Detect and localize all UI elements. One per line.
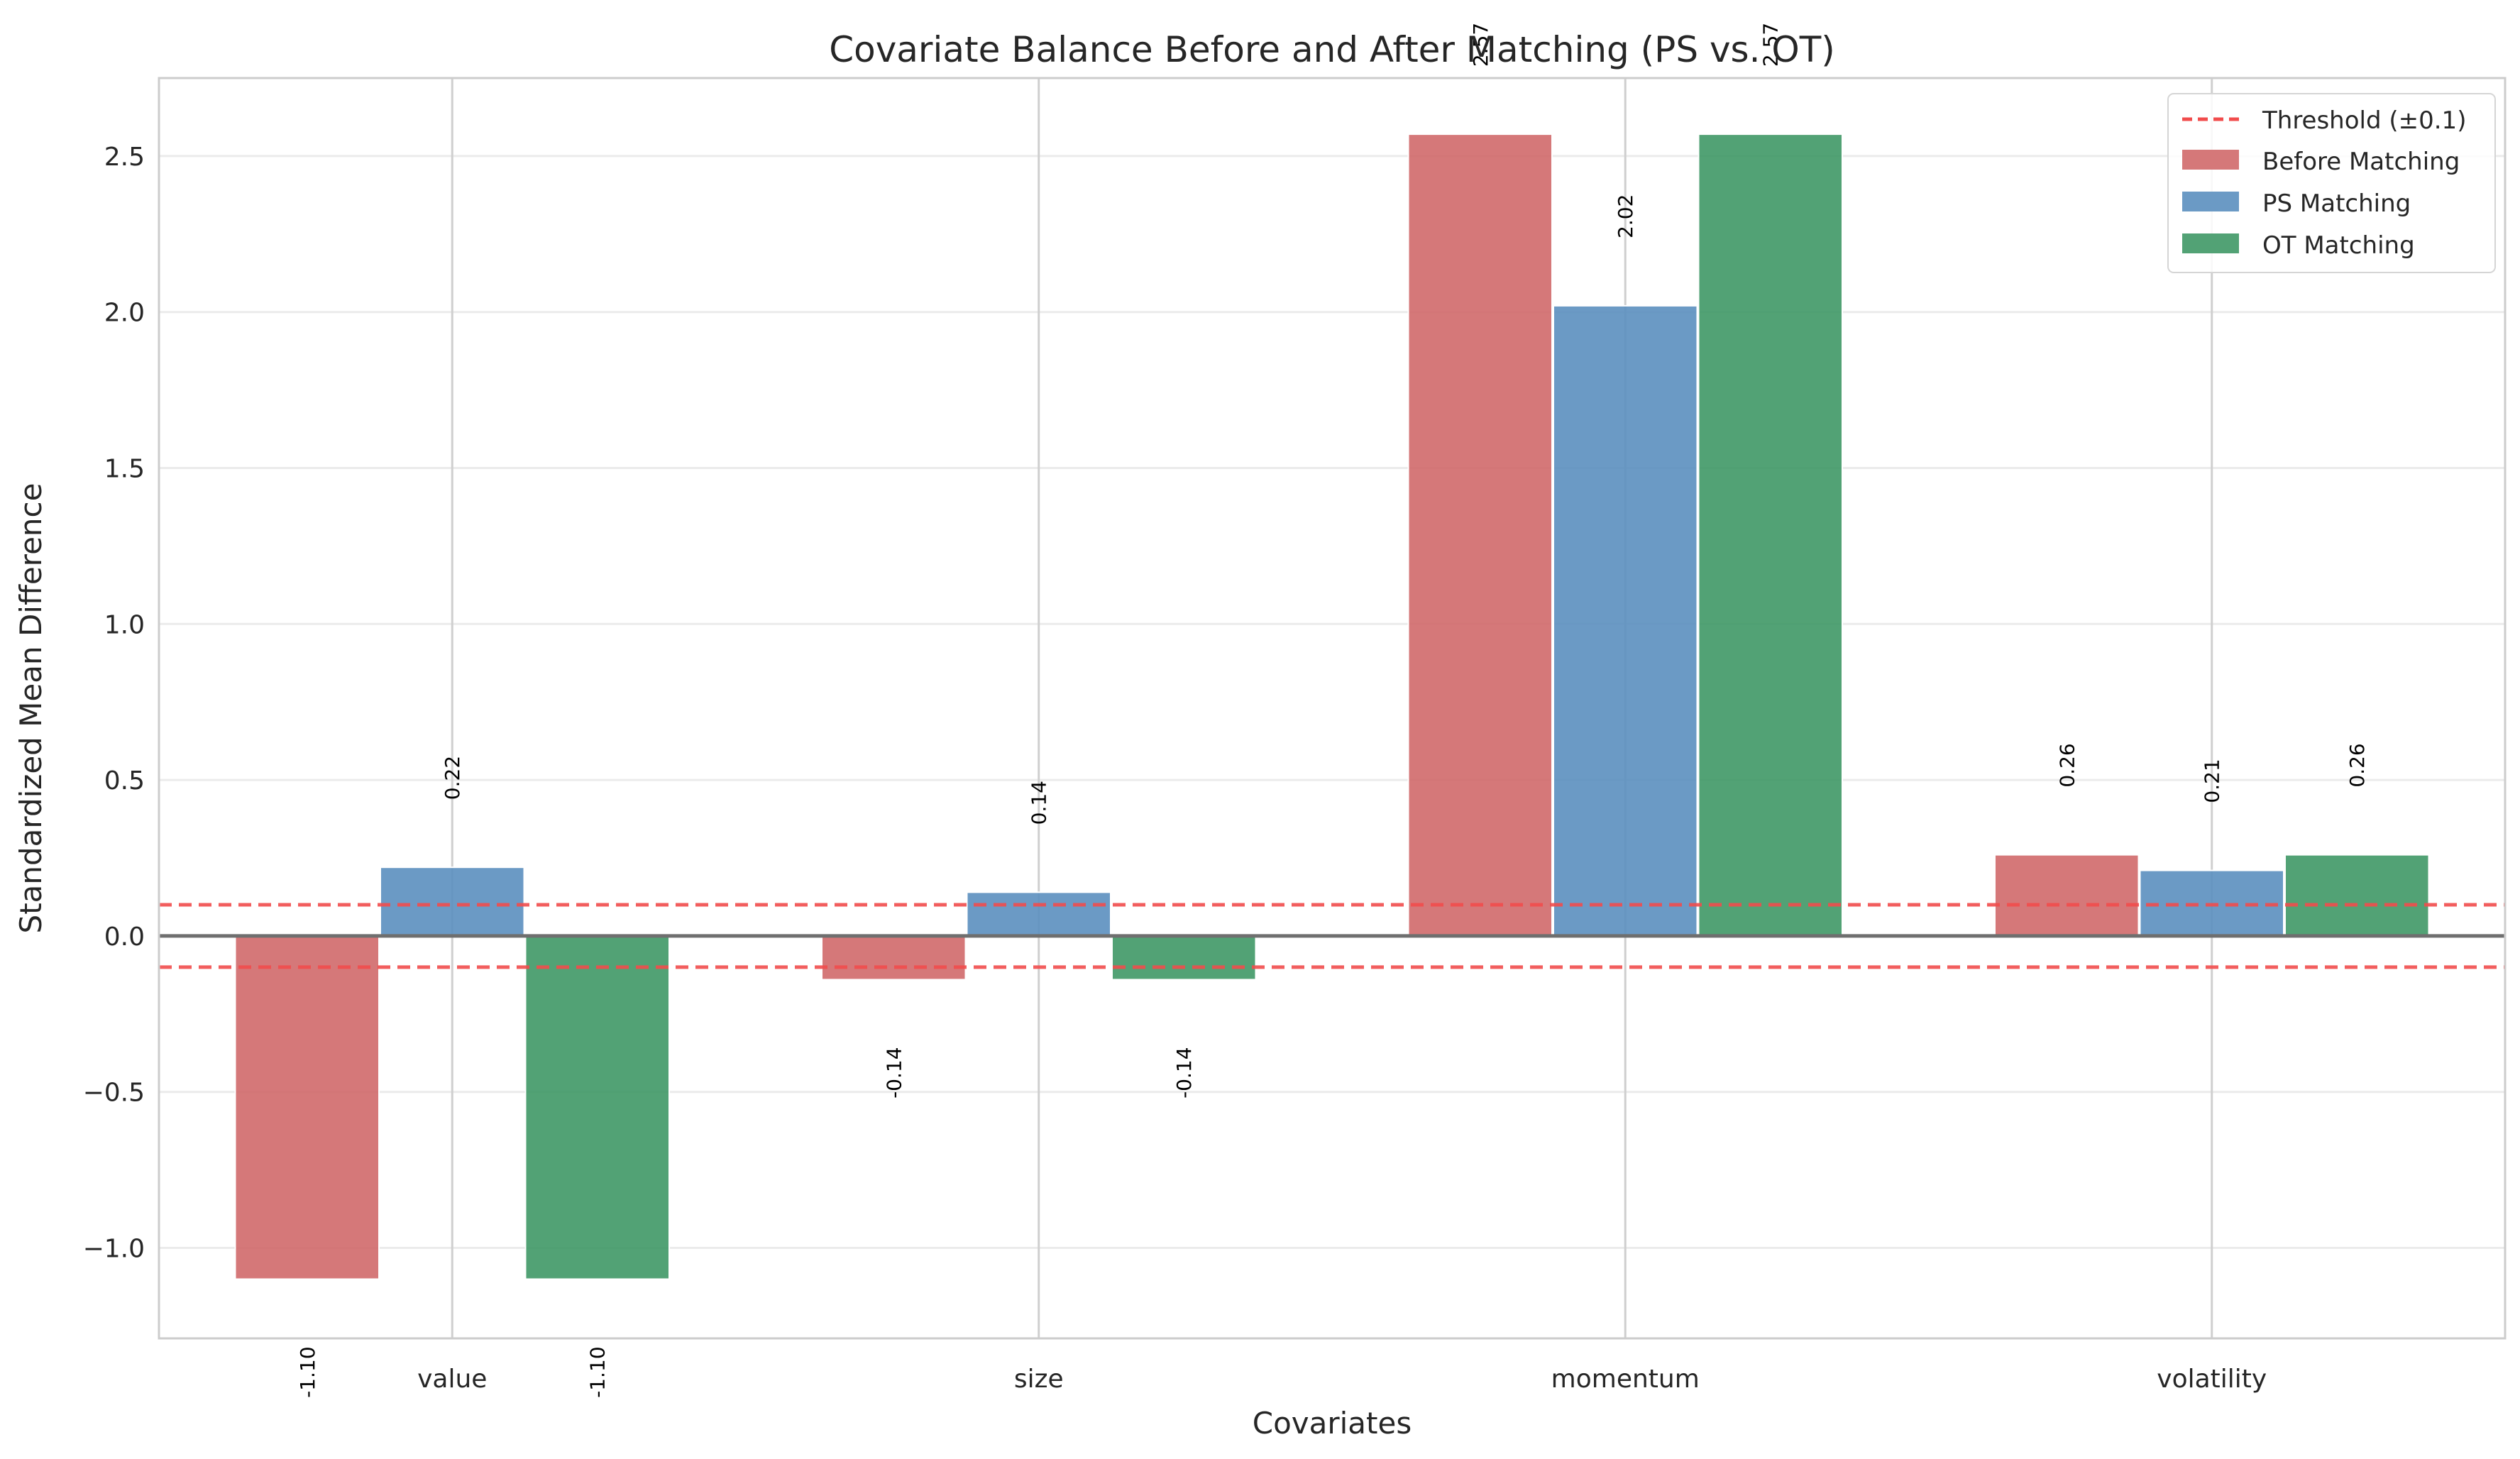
x-tick-label: size	[1014, 1365, 1064, 1394]
bar	[1994, 854, 2140, 937]
bar-value-label: 0.26	[2345, 743, 2369, 787]
legend-ot-swatch	[2182, 233, 2239, 253]
x-tick-label: momentum	[1551, 1365, 1700, 1394]
bar	[1553, 304, 1698, 937]
bar	[2284, 854, 2430, 937]
y-tick-label: −0.5	[83, 1079, 145, 1108]
bar-value-label: -0.14	[1172, 1047, 1196, 1098]
bar-value-label: 2.57	[1469, 23, 1492, 67]
y-axis-label: Standardized Mean Difference	[13, 483, 48, 934]
y-tick-label: −1.0	[83, 1235, 145, 1264]
bar-value-label: -1.10	[296, 1346, 319, 1397]
x-tick-label: value	[417, 1365, 487, 1394]
y-tick-label: 2.0	[104, 299, 145, 328]
plot-frame	[158, 77, 2507, 1340]
bar-value-label: 0.22	[441, 756, 464, 800]
legend-before-label: Before Matching	[2262, 148, 2460, 176]
bar-value-label: -1.10	[586, 1346, 610, 1397]
bar	[524, 935, 670, 1280]
y-tick-label: 1.0	[104, 610, 145, 639]
legend-before-swatch	[2182, 150, 2239, 170]
y-tick-label: 0.0	[104, 923, 145, 952]
bar-value-label: -0.14	[882, 1047, 906, 1098]
legend-ot-label: OT Matching	[2262, 231, 2415, 260]
legend-ps-swatch	[2182, 192, 2239, 211]
legend-ps-label: PS Matching	[2262, 189, 2411, 218]
bar-value-label: 0.21	[2201, 759, 2224, 803]
y-tick-label: 1.5	[104, 455, 145, 484]
bar-value-label: 0.14	[1028, 781, 1051, 825]
bars	[234, 133, 2430, 1280]
bar-value-label: 0.26	[2055, 743, 2079, 787]
tick-labels: −1.0 −0.5 0.0 0.5 1.0 1.5 2.0 2.5 value size momen…	[83, 143, 2267, 1394]
bar	[821, 935, 967, 981]
bar	[1111, 935, 1257, 981]
x-tick-label: volatility	[2157, 1365, 2267, 1394]
reference-lines	[159, 903, 2505, 969]
legend-threshold-label: Threshold (±0.1)	[2262, 106, 2466, 135]
legend: Threshold (±0.1) Before Matching PS Matc…	[2167, 93, 2496, 273]
chart-title: Covariate Balance Before and After Match…	[829, 29, 1835, 70]
bar-value-label: 2.57	[1759, 23, 1783, 67]
y-tick-label: 0.5	[104, 766, 145, 795]
x-axis-label: Covariates	[1253, 1406, 1412, 1441]
bar-value-label: 2.02	[1614, 194, 1637, 238]
bar	[380, 866, 525, 937]
bar	[1407, 133, 1553, 937]
bar	[234, 935, 380, 1280]
y-tick-label: 2.5	[104, 143, 145, 172]
value-labels: -1.10 -0.14 2.57 0.26 0.22 0.14 2.02 0.21 -1.10 -…	[296, 23, 2369, 1398]
legend-box	[2167, 93, 2496, 273]
bar	[1698, 133, 1843, 937]
bar	[966, 891, 1111, 937]
